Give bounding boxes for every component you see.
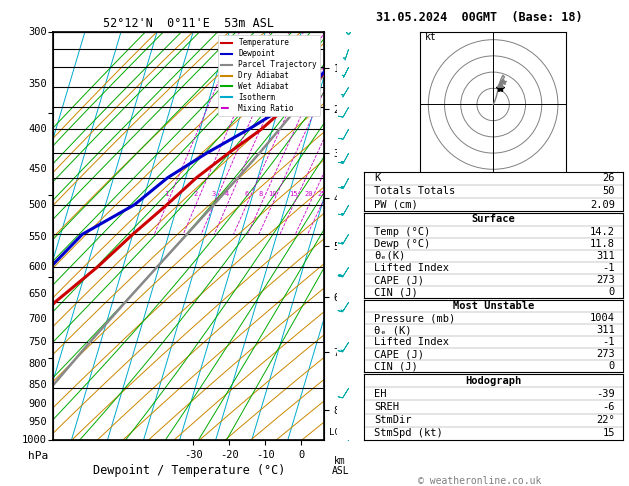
Text: -1: -1 [603, 263, 615, 273]
Text: Pressure (mb): Pressure (mb) [374, 313, 455, 323]
Text: Temp (°C): Temp (°C) [374, 226, 430, 237]
Text: 1004: 1004 [590, 313, 615, 323]
Text: 550: 550 [28, 232, 47, 242]
Text: © weatheronline.co.uk: © weatheronline.co.uk [418, 476, 542, 486]
Text: 2.09: 2.09 [590, 200, 615, 210]
Text: EH: EH [374, 389, 386, 399]
Text: Lifted Index: Lifted Index [374, 337, 449, 347]
Text: Most Unstable: Most Unstable [452, 301, 534, 312]
Text: SREH: SREH [374, 402, 399, 412]
Text: 2: 2 [194, 191, 198, 197]
Text: θₑ(K): θₑ(K) [374, 251, 405, 261]
Text: Lifted Index: Lifted Index [374, 263, 449, 273]
Text: 900: 900 [28, 399, 47, 409]
Text: 650: 650 [28, 289, 47, 299]
Text: 14.2: 14.2 [590, 226, 615, 237]
Legend: Temperature, Dewpoint, Parcel Trajectory, Dry Adiabat, Wet Adiabat, Isotherm, Mi: Temperature, Dewpoint, Parcel Trajectory… [218, 35, 320, 116]
Text: CIN (J): CIN (J) [374, 361, 418, 371]
Text: 350: 350 [28, 79, 47, 89]
Text: 11.8: 11.8 [590, 239, 615, 249]
Text: Dewp (°C): Dewp (°C) [374, 239, 430, 249]
Text: θₑ (K): θₑ (K) [374, 325, 411, 335]
Text: 22°: 22° [596, 415, 615, 425]
Text: 26: 26 [603, 173, 615, 183]
Text: 25: 25 [317, 191, 326, 197]
Text: 0: 0 [609, 287, 615, 297]
Text: Hodograph: Hodograph [465, 376, 521, 386]
Text: 400: 400 [28, 124, 47, 134]
Text: 850: 850 [28, 380, 47, 390]
Text: km
ASL: km ASL [331, 456, 349, 476]
Text: 700: 700 [28, 314, 47, 324]
Text: 311: 311 [596, 251, 615, 261]
Text: 4: 4 [225, 191, 230, 197]
Text: -6: -6 [603, 402, 615, 412]
Text: 300: 300 [28, 27, 47, 36]
Text: 0: 0 [609, 361, 615, 371]
Text: 950: 950 [28, 417, 47, 428]
Text: Totals Totals: Totals Totals [374, 187, 455, 196]
X-axis label: Dewpoint / Temperature (°C): Dewpoint / Temperature (°C) [92, 464, 285, 477]
Text: CAPE (J): CAPE (J) [374, 349, 424, 359]
Text: 800: 800 [28, 359, 47, 369]
Text: kt: kt [425, 32, 437, 42]
Text: 600: 600 [28, 261, 47, 272]
Text: 3: 3 [212, 191, 216, 197]
Text: -1: -1 [603, 337, 615, 347]
Text: 750: 750 [28, 337, 47, 347]
Text: CIN (J): CIN (J) [374, 287, 418, 297]
Text: 31.05.2024  00GMT  (Base: 18): 31.05.2024 00GMT (Base: 18) [376, 11, 583, 23]
Text: 273: 273 [596, 275, 615, 285]
Text: hPa: hPa [28, 451, 48, 461]
Text: K: K [374, 173, 380, 183]
Text: 15: 15 [603, 428, 615, 438]
Text: 15: 15 [289, 191, 298, 197]
Text: StmSpd (kt): StmSpd (kt) [374, 428, 443, 438]
Text: CAPE (J): CAPE (J) [374, 275, 424, 285]
Text: LCL: LCL [330, 429, 345, 437]
Text: Surface: Surface [471, 214, 515, 225]
Text: Mixing Ratio (g/kg): Mixing Ratio (g/kg) [341, 185, 350, 287]
Text: 311: 311 [596, 325, 615, 335]
Text: 1: 1 [165, 191, 169, 197]
Text: 20: 20 [305, 191, 313, 197]
Text: StmDir: StmDir [374, 415, 411, 425]
Text: 273: 273 [596, 349, 615, 359]
Text: 8: 8 [259, 191, 263, 197]
Title: 52°12'N  0°11'E  53m ASL: 52°12'N 0°11'E 53m ASL [103, 17, 274, 31]
Text: 1000: 1000 [22, 435, 47, 445]
Text: 50: 50 [603, 187, 615, 196]
Text: 10: 10 [268, 191, 277, 197]
Text: -39: -39 [596, 389, 615, 399]
Text: 450: 450 [28, 164, 47, 174]
Text: 6: 6 [245, 191, 248, 197]
Text: 500: 500 [28, 200, 47, 210]
Text: PW (cm): PW (cm) [374, 200, 418, 210]
